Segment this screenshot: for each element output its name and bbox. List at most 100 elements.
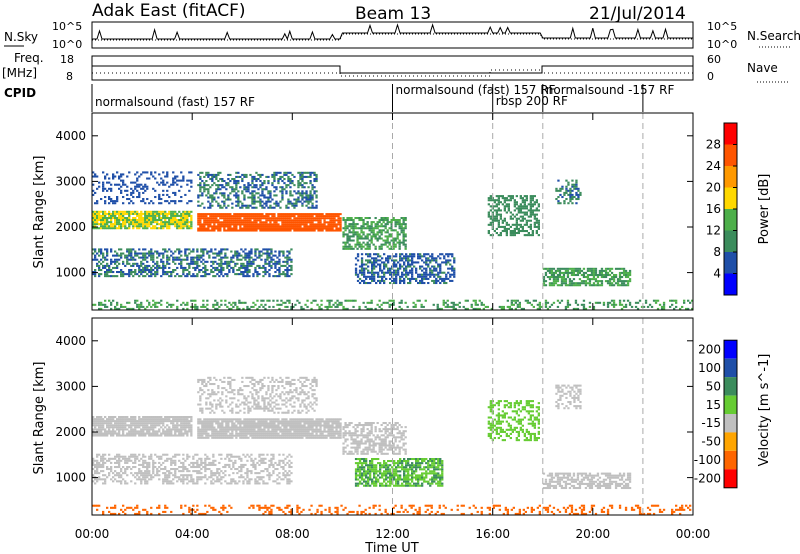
power-cell — [273, 217, 276, 220]
power-cell — [525, 207, 528, 210]
velocity-cell — [237, 428, 240, 431]
velocity-cell — [106, 422, 109, 425]
power-cell — [200, 275, 203, 278]
power-cell — [276, 299, 279, 302]
power-cell — [244, 275, 247, 278]
power-cell — [517, 209, 520, 212]
power-cell — [612, 305, 616, 308]
power-cell — [400, 229, 403, 232]
velocity-cell — [239, 432, 242, 435]
velocity-cell — [126, 428, 129, 431]
power-cell — [606, 305, 610, 308]
velocity-cell — [112, 428, 115, 431]
power-cell — [517, 217, 520, 220]
velocity-cell — [142, 432, 145, 435]
power-cell — [214, 307, 217, 310]
power-cell — [501, 225, 504, 228]
power-cell — [174, 250, 177, 253]
power-cell — [162, 210, 165, 213]
power-cell — [529, 197, 532, 200]
power-cell — [407, 255, 410, 258]
power-cell — [431, 259, 434, 262]
power-cell — [251, 198, 254, 201]
power-cell — [493, 205, 496, 208]
power-cell — [154, 227, 157, 230]
power-cell — [409, 277, 412, 280]
power-cell — [610, 267, 614, 270]
power-cell — [370, 229, 373, 232]
velocity-cell — [98, 428, 101, 431]
power-cell — [160, 260, 163, 263]
power-cell — [213, 182, 216, 185]
power-cell — [166, 221, 169, 224]
power-cell — [174, 217, 177, 220]
power-cell — [94, 250, 97, 253]
power-cell — [130, 181, 133, 184]
power-cell — [200, 260, 203, 263]
power-cell — [182, 227, 185, 230]
power-cell — [178, 258, 181, 261]
power-cell — [172, 258, 175, 261]
power-cell — [150, 248, 153, 251]
power-cell — [578, 282, 582, 285]
power-cell — [443, 257, 446, 260]
power-cell — [217, 227, 220, 230]
velocity-cell — [128, 418, 131, 421]
power-cell — [164, 183, 167, 186]
velocity-cell — [249, 422, 252, 425]
power-cell — [388, 305, 391, 308]
power-cell — [600, 269, 604, 272]
power-cell — [425, 271, 428, 274]
power-cell — [658, 303, 662, 306]
power-cell — [588, 269, 592, 272]
power-cell — [395, 255, 398, 258]
velocity-cell — [186, 426, 189, 429]
power-cell — [236, 250, 239, 253]
power-cell — [278, 266, 281, 269]
power-cell — [194, 275, 197, 278]
power-cell — [423, 261, 426, 264]
power-cell — [360, 247, 363, 250]
velocity-cell — [225, 418, 228, 421]
power-cell — [194, 303, 197, 306]
power-cell — [301, 196, 304, 199]
power-cell — [340, 303, 343, 306]
power-cell — [602, 301, 606, 304]
power-cell — [379, 259, 382, 262]
power-cell — [433, 257, 436, 260]
power-cell — [301, 180, 304, 183]
velocity-cell — [142, 428, 145, 431]
power-cell — [134, 269, 137, 272]
power-cell — [249, 221, 252, 224]
velocity-cell — [140, 420, 143, 423]
velocity-cell — [98, 424, 101, 427]
power-cell — [108, 181, 111, 184]
power-cell — [253, 190, 256, 193]
power-cell — [476, 307, 479, 310]
power-cell — [245, 215, 248, 218]
power-cell — [544, 303, 548, 306]
power-cell — [286, 254, 289, 257]
power-cell — [164, 250, 167, 253]
power-cell — [201, 213, 204, 216]
power-cell — [290, 248, 293, 251]
power-cell — [110, 187, 113, 190]
power-cell — [333, 221, 336, 224]
power-cell — [301, 215, 304, 218]
power-cell — [110, 214, 113, 217]
power-cell — [239, 175, 242, 178]
power-cell — [106, 173, 109, 176]
power-cell — [402, 231, 405, 234]
power-cell — [200, 305, 203, 308]
power-cell — [421, 277, 424, 280]
power-cell — [281, 213, 284, 216]
power-cell — [98, 303, 101, 306]
power-cell — [162, 271, 165, 274]
power-cell — [114, 219, 117, 222]
power-cell — [283, 213, 286, 216]
power-cell — [202, 305, 205, 308]
power-cell — [222, 248, 225, 251]
power-cell — [92, 258, 95, 261]
power-cell — [346, 307, 349, 310]
power-cell — [273, 171, 276, 174]
